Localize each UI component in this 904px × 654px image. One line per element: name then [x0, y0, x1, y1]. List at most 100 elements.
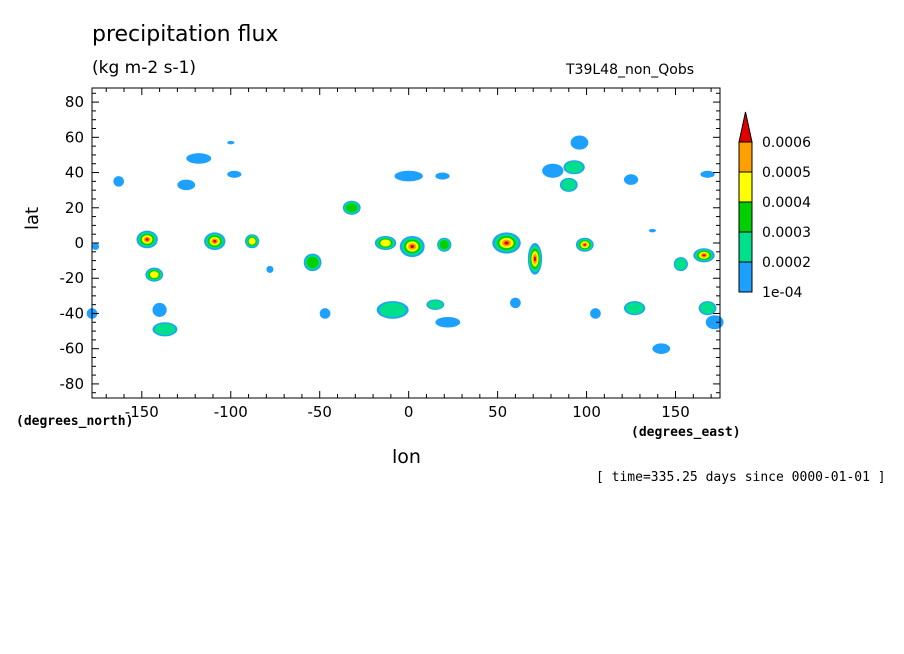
contour-level-0 — [227, 170, 242, 178]
x-tick-label: 50 — [488, 403, 507, 421]
y-tick-label: 40 — [65, 164, 84, 182]
colorbar-label: 0.0003 — [762, 225, 811, 241]
precip-feature — [705, 315, 724, 330]
precip-feature — [435, 172, 450, 180]
precip-feature — [435, 316, 461, 328]
precip-feature — [376, 301, 409, 319]
contour-level-1 — [154, 323, 176, 336]
contour-level-0 — [435, 172, 450, 180]
contour-level-0 — [152, 302, 167, 317]
precip-feature — [177, 179, 196, 191]
contour-level-3 — [149, 271, 159, 279]
x-tick-label: -150 — [125, 403, 159, 421]
y-tick-label: -80 — [60, 375, 85, 393]
colorbar-label: 1e-04 — [762, 285, 802, 301]
contour-level-0 — [570, 135, 589, 150]
precip-feature — [145, 267, 164, 282]
precip-feature — [510, 297, 521, 309]
contour-level-0 — [435, 316, 461, 328]
precip-feature — [342, 200, 361, 215]
contour-level-0 — [700, 170, 715, 178]
x-tick-label: -50 — [307, 403, 332, 421]
colorbar-swatch — [738, 201, 753, 233]
precip-feature — [648, 228, 656, 233]
contour-level-5 — [504, 241, 509, 245]
contour-level-5 — [145, 238, 149, 241]
contour-level-1 — [561, 179, 577, 191]
contour-level-1 — [674, 258, 687, 270]
contour-level-0 — [648, 228, 656, 233]
contour-level-1 — [565, 161, 583, 174]
contour-level-5 — [583, 243, 587, 246]
contour-level-0 — [510, 297, 521, 309]
contour-level-0 — [186, 153, 212, 164]
colorbar-label: 0.0006 — [762, 135, 811, 151]
y-tick-label: -20 — [60, 269, 85, 287]
precip-feature — [303, 253, 322, 272]
chart-title: precipitation flux — [92, 22, 279, 47]
precip-feature — [92, 243, 100, 251]
precip-feature — [204, 232, 226, 251]
precip-feature — [319, 308, 331, 319]
precip-feature — [152, 322, 178, 337]
precip-feature — [698, 301, 717, 316]
contour-level-0 — [92, 243, 100, 251]
contour-level-0 — [266, 265, 274, 273]
chart-units: (kg m-2 s-1) — [92, 58, 197, 78]
contour-level-5 — [533, 256, 537, 262]
precip-feature — [623, 301, 646, 316]
precip-feature — [152, 302, 167, 317]
contour-level-3 — [380, 239, 391, 247]
precip-feature — [492, 232, 521, 254]
y-units-note: (degrees_north) — [16, 414, 134, 429]
precip-feature — [590, 308, 601, 319]
precip-feature — [244, 234, 260, 249]
precip-feature — [227, 140, 235, 145]
x-axis-label: lon — [392, 446, 421, 468]
contour-level-0 — [542, 163, 564, 178]
y-tick-label: 60 — [65, 128, 84, 146]
precip-feature — [113, 176, 125, 187]
contour-level-0 — [319, 308, 331, 319]
contour-level-0 — [177, 179, 196, 191]
y-tick-label: -60 — [60, 340, 85, 358]
precip-feature — [136, 230, 158, 249]
colorbar-swatch — [738, 171, 753, 203]
contour-level-0 — [590, 308, 601, 319]
axis-ticks: -150 -100 -50 0 50 100 150 -80 -60 -40 -20 0 20 40 60 8… — [60, 88, 720, 421]
precip-feature — [700, 170, 715, 178]
y-tick-label: 0 — [74, 234, 84, 252]
colorbar-label: 0.0004 — [762, 195, 811, 211]
contour-level-2 — [306, 256, 319, 269]
precip-feature — [527, 242, 543, 275]
precip-feature — [186, 153, 212, 164]
precip-feature — [575, 237, 594, 252]
precip-feature — [559, 177, 578, 192]
precip-feature — [623, 174, 639, 185]
precip-feature — [426, 299, 445, 310]
precip-feature — [563, 160, 585, 175]
precipitation-field — [86, 135, 724, 354]
contour-level-0 — [394, 170, 423, 182]
precip-feature — [227, 170, 242, 178]
x-tick-label: -100 — [214, 403, 248, 421]
contour-level-5 — [702, 254, 706, 257]
contour-level-1 — [625, 302, 644, 315]
contour-level-0 — [227, 140, 235, 145]
colorbar-swatch — [738, 141, 753, 173]
precip-feature — [693, 248, 715, 263]
precip-feature — [652, 343, 671, 354]
colorbar-swatch — [738, 261, 753, 293]
x-tick-label: 150 — [661, 403, 690, 421]
x-tick-label: 100 — [572, 403, 601, 421]
contour-level-2 — [345, 203, 358, 213]
x-units-note: (degrees_east) — [631, 425, 741, 440]
y-tick-label: -40 — [60, 304, 85, 322]
run-label: T39L48_non_Qobs — [566, 62, 695, 78]
precip-feature — [399, 235, 425, 258]
colorbar-max-arrow — [738, 111, 753, 143]
precip-feature — [542, 163, 564, 178]
precip-feature — [374, 235, 397, 251]
colorbar-label: 0.0005 — [762, 165, 811, 181]
